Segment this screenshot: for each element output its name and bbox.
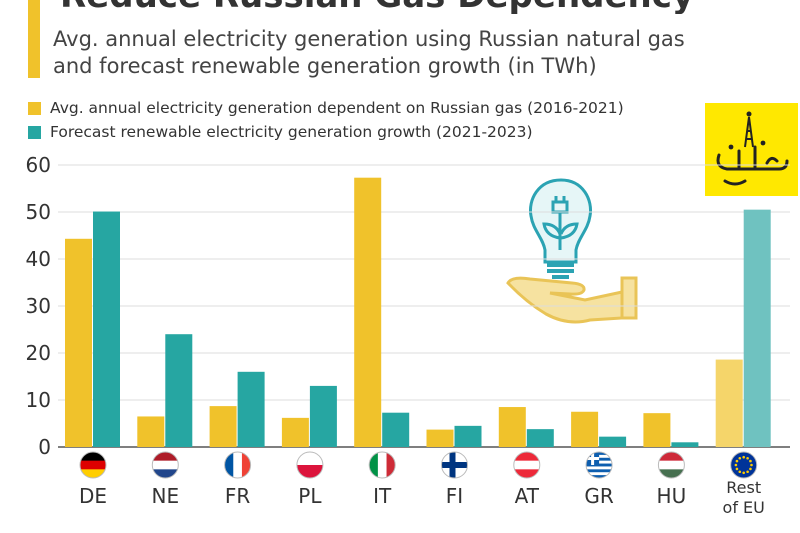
legend-swatch-renewable bbox=[28, 125, 41, 139]
x-tick-label-4: IT bbox=[373, 484, 392, 508]
y-tick-label-60: 60 bbox=[26, 153, 51, 177]
x-tick-label-0: DE bbox=[79, 484, 107, 508]
france-flag bbox=[224, 452, 251, 478]
x-tick-label-6: AT bbox=[515, 484, 540, 508]
bar-renewable-pl bbox=[309, 385, 337, 447]
bar-gas-hu bbox=[643, 413, 671, 447]
x-tick-label-9: Rest bbox=[726, 478, 761, 497]
bar-gas-rest-of-eu bbox=[715, 359, 743, 447]
bar-gas-fi bbox=[426, 429, 454, 447]
subtitle-line-2: and forecast renewable generation growth… bbox=[53, 54, 597, 78]
y-tick-label-10: 10 bbox=[26, 388, 51, 412]
legend-item-renewable: Forecast renewable electricity generatio… bbox=[28, 120, 624, 144]
bar-renewable-ne bbox=[165, 334, 193, 447]
bar-gas-ne bbox=[137, 416, 165, 447]
poland-flag bbox=[296, 452, 323, 478]
chart-subtitle: Avg. annual electricity generation using… bbox=[53, 26, 793, 80]
greece-flag bbox=[586, 452, 613, 478]
y-tick-label-50: 50 bbox=[26, 200, 51, 224]
y-tick-label-40: 40 bbox=[26, 247, 51, 271]
bar-gas-it bbox=[354, 177, 382, 447]
bar-renewable-gr bbox=[599, 436, 627, 447]
bar-renewable-fi bbox=[454, 425, 482, 447]
x-tick-label-5: FI bbox=[446, 484, 463, 508]
germany-flag bbox=[80, 452, 106, 478]
flag-border-7 bbox=[585, 451, 613, 479]
subtitle-line-1: Avg. annual electricity generation using… bbox=[53, 27, 685, 51]
flag-border-0 bbox=[79, 451, 107, 479]
eu-flag bbox=[730, 452, 757, 478]
title-accent-bar bbox=[28, 0, 40, 78]
x-tick-label-2: FR bbox=[225, 484, 251, 508]
bar-renewable-it bbox=[382, 412, 410, 447]
bar-renewable-de bbox=[93, 211, 120, 447]
bar-gas-at bbox=[498, 407, 526, 447]
flag-border-2 bbox=[224, 451, 252, 479]
x-tick-label-9-line2: of EU bbox=[723, 498, 765, 517]
legend-swatch-gas bbox=[28, 101, 41, 115]
chart-legend: Avg. annual electricity generation depen… bbox=[28, 96, 624, 144]
flag-border-1 bbox=[151, 451, 179, 479]
flag-border-6 bbox=[513, 451, 541, 479]
x-tick-label-1: NE bbox=[151, 484, 179, 508]
hungary-flag bbox=[658, 452, 685, 478]
bar-gas-pl bbox=[281, 417, 309, 447]
bar-gas-de bbox=[65, 238, 92, 447]
bar-renewable-hu bbox=[671, 442, 699, 447]
italy-flag bbox=[369, 452, 396, 478]
austria-flag bbox=[513, 452, 540, 478]
legend-item-gas: Avg. annual electricity generation depen… bbox=[28, 96, 624, 120]
bar-renewable-rest-of-eu bbox=[743, 209, 771, 447]
y-tick-label-0: 0 bbox=[38, 435, 51, 459]
flag-border-4 bbox=[368, 451, 396, 479]
x-tick-label-8: HU bbox=[657, 484, 687, 508]
open-hand-icon bbox=[506, 276, 638, 324]
y-tick-label-30: 30 bbox=[26, 294, 51, 318]
flag-border-5 bbox=[441, 451, 468, 479]
bar-gas-fr bbox=[209, 406, 237, 447]
top-title-strip: Reduce Russian Gas Dependency bbox=[0, 0, 800, 14]
y-tick-label-20: 20 bbox=[26, 341, 51, 365]
legend-label-renewable: Forecast renewable electricity generatio… bbox=[50, 123, 533, 141]
flag-border-3 bbox=[296, 451, 324, 479]
flag-border-9 bbox=[730, 451, 758, 479]
bar-renewable-fr bbox=[237, 371, 265, 447]
bar-renewable-at bbox=[526, 429, 554, 447]
page-title: Reduce Russian Gas Dependency bbox=[60, 0, 694, 14]
netherlands-flag bbox=[152, 452, 179, 478]
finland-flag bbox=[441, 452, 468, 478]
legend-label-gas: Avg. annual electricity generation depen… bbox=[50, 99, 624, 117]
publisher-logo bbox=[705, 103, 798, 196]
bar-gas-gr bbox=[571, 411, 599, 447]
x-tick-label-3: PL bbox=[298, 484, 322, 508]
flag-border-8 bbox=[657, 451, 685, 479]
x-tick-label-7: GR bbox=[584, 484, 613, 508]
